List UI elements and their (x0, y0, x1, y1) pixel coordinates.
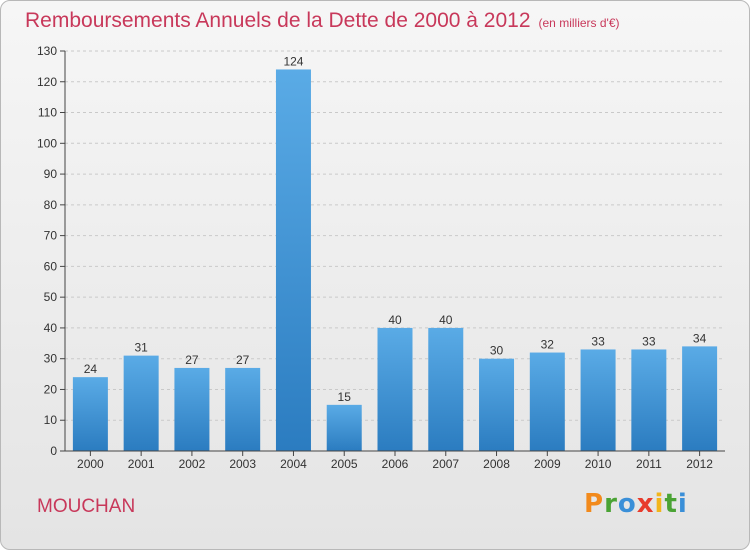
logo-letter: i (677, 489, 688, 519)
bars-layer: 24 31 27 27 124 15 40 40 30 32 33 33 34 (72, 54, 718, 451)
y-tick-label: 0 (50, 444, 57, 458)
logo-letter: t (664, 489, 678, 519)
x-tick-label: 2010 (585, 457, 612, 471)
bar-2007 (428, 327, 464, 451)
x-tick-label: 2006 (382, 457, 409, 471)
y-tick-label: 100 (37, 136, 57, 150)
data-label: 31 (134, 341, 148, 355)
y-tick-label: 60 (44, 259, 58, 273)
y-tick-label: 50 (44, 290, 58, 304)
data-label: 30 (490, 344, 504, 358)
data-label: 32 (541, 338, 555, 352)
y-tick-label: 20 (44, 382, 58, 396)
data-label: 24 (84, 362, 98, 376)
y-tick-label: 30 (44, 352, 58, 366)
data-label: 40 (439, 313, 453, 327)
y-tick-label: 110 (38, 106, 57, 120)
x-tick-label: 2005 (331, 457, 358, 471)
data-label: 124 (283, 54, 303, 68)
bar-2010 (580, 349, 616, 451)
data-label: 34 (693, 331, 707, 345)
y-tick-label: 130 (37, 44, 57, 58)
unit-note: (en milliers d'€) (538, 16, 620, 30)
y-tick-label: 120 (37, 75, 57, 89)
bar-2011 (631, 349, 667, 451)
data-label: 33 (642, 334, 656, 348)
x-tick-label: 2000 (77, 457, 104, 471)
data-label: 27 (236, 353, 250, 367)
y-tick-label: 70 (44, 229, 58, 243)
logo-letter: r (604, 489, 618, 519)
x-tick-label: 2001 (128, 457, 155, 471)
axis-layer: 0 10 20 30 40 50 60 70 80 90 100 110 120 130 2000 2001 2… (37, 44, 725, 471)
commune-name: MOUCHAN (37, 496, 136, 517)
bar-2001 (123, 355, 159, 451)
x-tick-label: 2002 (179, 457, 206, 471)
y-tick-label: 90 (44, 167, 58, 181)
bar-2006 (377, 327, 413, 451)
data-label: 27 (185, 353, 199, 367)
chart-title: Remboursements Annuels de la Dette de 20… (25, 9, 620, 33)
x-tick-label: 2007 (432, 457, 459, 471)
logo-letter: i (654, 489, 665, 519)
bar-2004 (275, 69, 311, 451)
bar-2012 (682, 346, 718, 451)
data-label: 15 (338, 390, 352, 404)
y-tick-label: 40 (44, 321, 58, 335)
data-label: 33 (591, 334, 605, 348)
bar-2005 (326, 404, 362, 451)
bar-2000 (72, 377, 108, 451)
y-tick-label: 10 (44, 413, 58, 427)
logo-letter: x (636, 489, 655, 519)
proxiti-logo: Proxiti (584, 489, 688, 519)
bar-2002 (174, 367, 210, 451)
bar-2008 (479, 358, 515, 451)
x-tick-label: 2008 (483, 457, 510, 471)
x-tick-label: 2009 (534, 457, 561, 471)
x-tick-label: 2011 (636, 457, 662, 471)
logo-letter: P (584, 489, 605, 519)
x-tick-label: 2004 (280, 457, 307, 471)
x-tick-label: 2003 (229, 457, 256, 471)
bar-2009 (529, 352, 565, 451)
logo-letter: o (617, 489, 637, 519)
title-text: Remboursements Annuels de la Dette de 20… (25, 9, 531, 32)
bar-2003 (225, 367, 261, 451)
data-label: 40 (388, 313, 402, 327)
y-tick-label: 80 (44, 198, 58, 212)
x-tick-label: 2012 (686, 457, 713, 471)
